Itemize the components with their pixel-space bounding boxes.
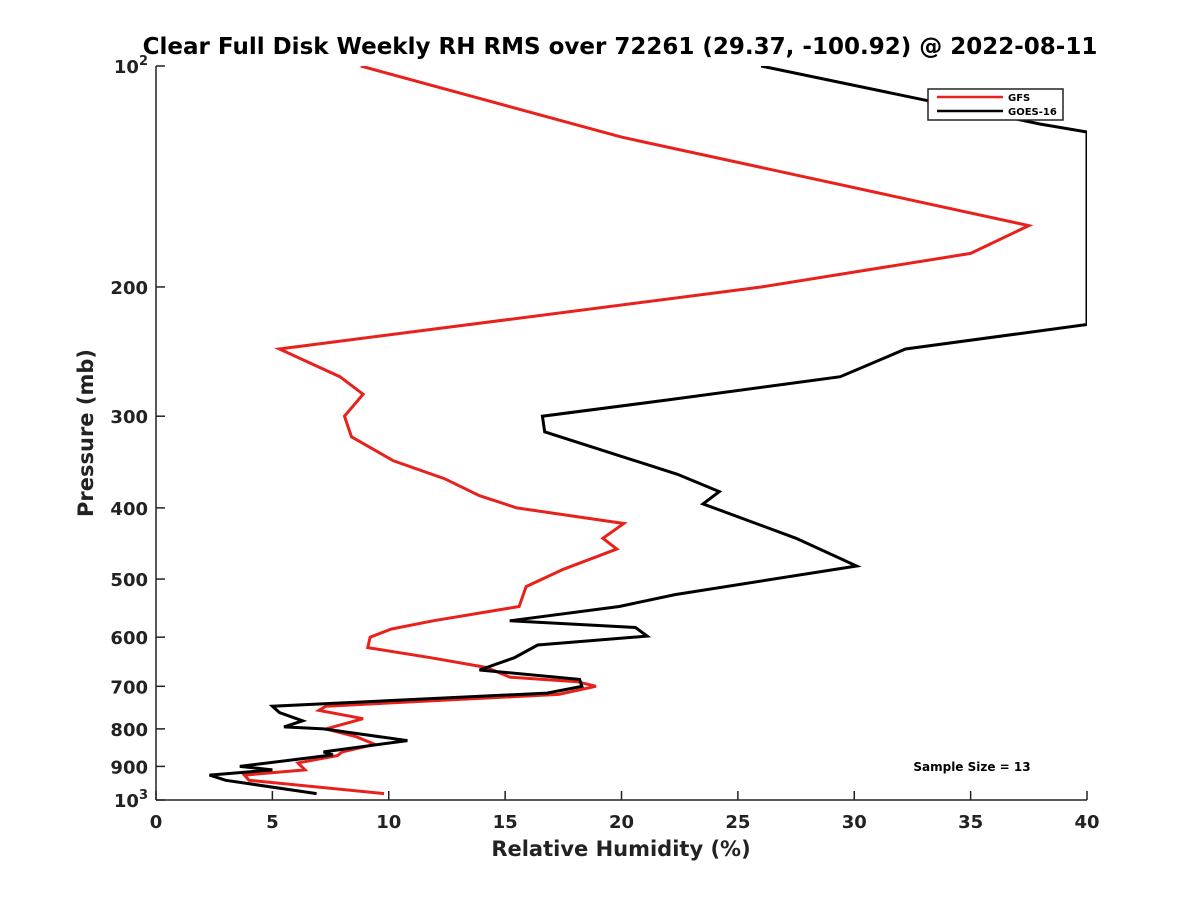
series-line-goes-16: [209, 66, 1087, 796]
legend-label-gfs: GFS: [1008, 93, 1030, 104]
x-tick-label: 40: [1074, 812, 1099, 833]
y-tick-label: 800: [110, 720, 148, 741]
y-tick-label: 600: [110, 628, 148, 649]
x-tick-label: 35: [958, 812, 983, 833]
axes-frame: [155, 66, 1087, 801]
legend: GFS GOES-16: [927, 88, 1064, 121]
chart-title: Clear Full Disk Weekly RH RMS over 72261…: [143, 34, 1098, 60]
y-tick-label: 200: [110, 278, 148, 299]
x-tick-label: 5: [266, 812, 279, 833]
y-tick-label: 400: [110, 499, 148, 520]
series-layer: [209, 66, 1087, 796]
x-tick-label: 15: [493, 812, 518, 833]
x-tick-label: 25: [725, 812, 750, 833]
y-tick-label: 103: [114, 788, 148, 812]
x-ticks: 0 5 10 15 20 25 30 35 40: [150, 791, 1100, 833]
x-axis-title: Relative Humidity (%): [491, 837, 750, 861]
x-tick-label: 0: [150, 812, 163, 833]
y-tick-label: 102: [114, 54, 148, 78]
sample-size-annotation: Sample Size = 13: [913, 760, 1030, 774]
series-line-gfs: [241, 66, 1034, 796]
legend-box: [927, 88, 1064, 121]
x-tick-label: 20: [609, 812, 634, 833]
legend-label-goes-16: GOES-16: [1008, 107, 1057, 118]
x-tick-label: 10: [376, 812, 401, 833]
y-tick-label: 700: [110, 677, 148, 698]
y-axis-title: Pressure (mb): [74, 349, 98, 517]
x-tick-label: 30: [842, 812, 867, 833]
y-ticks: 102 200 300 400 500 600 700 800 900 103: [110, 54, 165, 812]
y-tick-label: 300: [110, 407, 148, 428]
y-tick-label: 500: [110, 570, 148, 591]
y-tick-label: 900: [110, 757, 148, 778]
